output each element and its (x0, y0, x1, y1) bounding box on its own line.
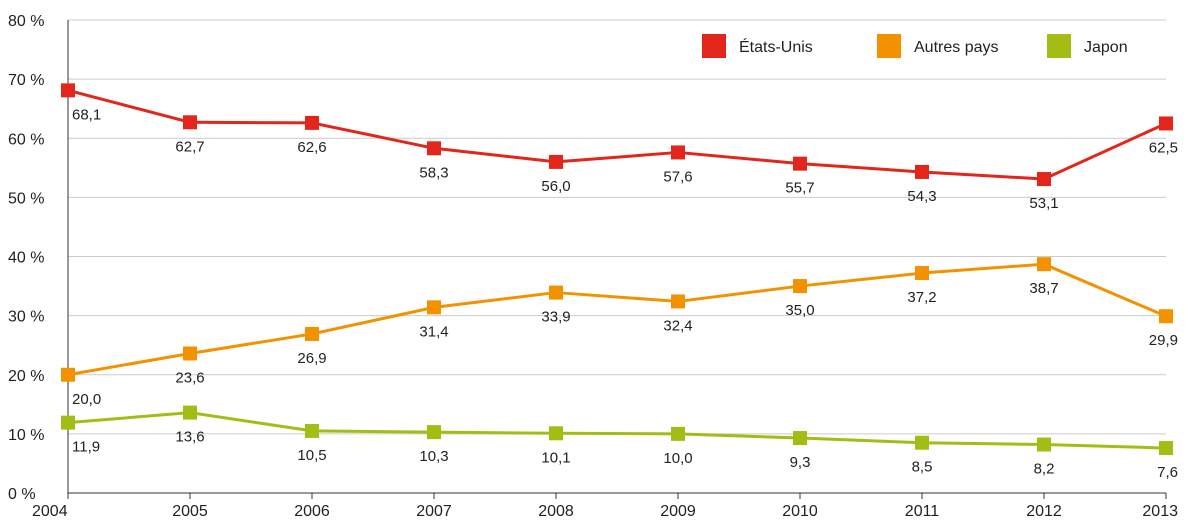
data-point (183, 346, 197, 361)
data-point (915, 435, 929, 450)
data-label: 38,7 (1029, 280, 1058, 297)
data-point (61, 415, 75, 430)
data-label: 55,7 (785, 180, 814, 197)
data-point (793, 279, 807, 294)
legend-swatch (702, 34, 726, 58)
data-point (1159, 116, 1173, 131)
data-label: 23,6 (175, 369, 204, 386)
y-tick-label: 20 % (8, 368, 44, 385)
series-line (67, 411, 1167, 450)
data-label: 8,2 (1034, 461, 1055, 478)
series-line (67, 262, 1167, 377)
data-point (1037, 172, 1051, 187)
data-label: 68,1 (72, 106, 101, 123)
series-1: 20,0 23,6 26,9 31,4 33,9 32,4 35,0 37,2 38,7 29,9 (61, 257, 1178, 408)
legend-label: États-Unis (739, 37, 813, 56)
data-point (549, 426, 563, 441)
data-label: 29,9 (1149, 332, 1178, 349)
data-point (671, 426, 685, 441)
data-label: 7,6 (1157, 464, 1178, 481)
series-0: 68,1 62,7 62,6 58,3 56,0 57,6 55,7 54,3 53,1 62,5 (61, 83, 1178, 212)
x-tick-label: 2011 (905, 503, 940, 520)
data-point (915, 266, 929, 281)
data-label: 13,6 (175, 429, 204, 446)
data-point (183, 405, 197, 420)
data-point (61, 83, 75, 98)
data-point (549, 285, 563, 300)
x-axis: 2004 2005 2006 2007 2008 2009 2010 2011 2012 2013 (32, 492, 1178, 520)
y-tick-label: 0 % (8, 486, 36, 503)
x-tick-label: 2012 (1026, 503, 1062, 520)
data-label: 54,3 (907, 188, 936, 205)
y-tick-label: 70 % (8, 72, 44, 89)
data-label: 20,0 (72, 391, 101, 408)
data-point (427, 425, 441, 440)
data-label: 8,5 (912, 459, 933, 476)
data-label: 11,9 (72, 439, 100, 456)
data-point (1159, 441, 1173, 456)
y-tick-label: 30 % (8, 309, 44, 326)
data-label: 62,5 (1149, 139, 1178, 156)
series-2: 11,9 13,6 10,5 10,3 10,1 10,0 9,3 8,5 8,2 7,6 (61, 405, 1178, 481)
data-point (1037, 257, 1051, 272)
data-label: 10,0 (663, 450, 692, 467)
data-label: 31,4 (419, 323, 448, 340)
x-tick-label: 2013 (1142, 503, 1178, 520)
y-axis: 0 % 10 % 20 % 30 % 40 % 50 % 60 % 70 % 80 % (8, 13, 69, 503)
data-point (427, 141, 441, 156)
data-label: 10,1 (541, 449, 570, 466)
legend-swatch (877, 34, 901, 58)
data-point (427, 300, 441, 315)
x-tick-label: 2006 (294, 503, 330, 520)
data-point (671, 294, 685, 309)
data-label: 57,6 (663, 168, 692, 185)
data-point (1037, 437, 1051, 452)
x-tick-label: 2004 (32, 503, 68, 520)
data-label: 32,4 (663, 317, 692, 334)
y-tick-label: 60 % (8, 131, 44, 148)
data-label: 58,3 (419, 164, 448, 181)
data-point (305, 423, 319, 438)
data-label: 62,7 (175, 138, 204, 155)
y-tick-label: 10 % (8, 427, 44, 444)
x-tick-label: 2009 (660, 503, 696, 520)
grid (68, 19, 1166, 435)
data-label: 62,6 (297, 139, 326, 156)
x-tick-label: 2010 (782, 503, 818, 520)
data-label: 33,9 (541, 309, 570, 326)
series-line (67, 88, 1167, 181)
data-point (793, 431, 807, 446)
data-point (549, 154, 563, 169)
data-label: 26,9 (297, 350, 326, 367)
data-label: 10,5 (297, 447, 326, 464)
legend: États-Unis Autres pays Japon (702, 34, 1128, 58)
legend-swatch (1047, 34, 1071, 58)
data-point (61, 367, 75, 382)
x-tick-label: 2005 (172, 503, 208, 520)
data-point (305, 115, 319, 130)
x-tick-label: 2008 (538, 503, 574, 520)
data-point (915, 164, 929, 179)
data-label: 56,0 (541, 178, 570, 195)
y-tick-label: 50 % (8, 190, 44, 207)
series-group: 68,1 62,7 62,6 58,3 56,0 57,6 55,7 54,3 53,1 62,5… (61, 83, 1178, 481)
data-point (671, 145, 685, 160)
legend-label: Autres pays (914, 39, 998, 56)
y-tick-label: 40 % (8, 250, 44, 267)
data-point (183, 115, 197, 130)
data-label: 10,3 (419, 448, 448, 465)
data-point (1159, 309, 1173, 324)
data-point (793, 156, 807, 171)
data-point (305, 326, 319, 341)
x-tick-label: 2007 (416, 503, 452, 520)
data-label: 35,0 (785, 302, 814, 319)
data-label: 53,1 (1029, 195, 1058, 212)
data-label: 37,2 (907, 289, 936, 306)
y-tick-label: 80 % (8, 13, 44, 30)
legend-label: Japon (1084, 39, 1128, 56)
data-label: 9,3 (790, 454, 811, 471)
